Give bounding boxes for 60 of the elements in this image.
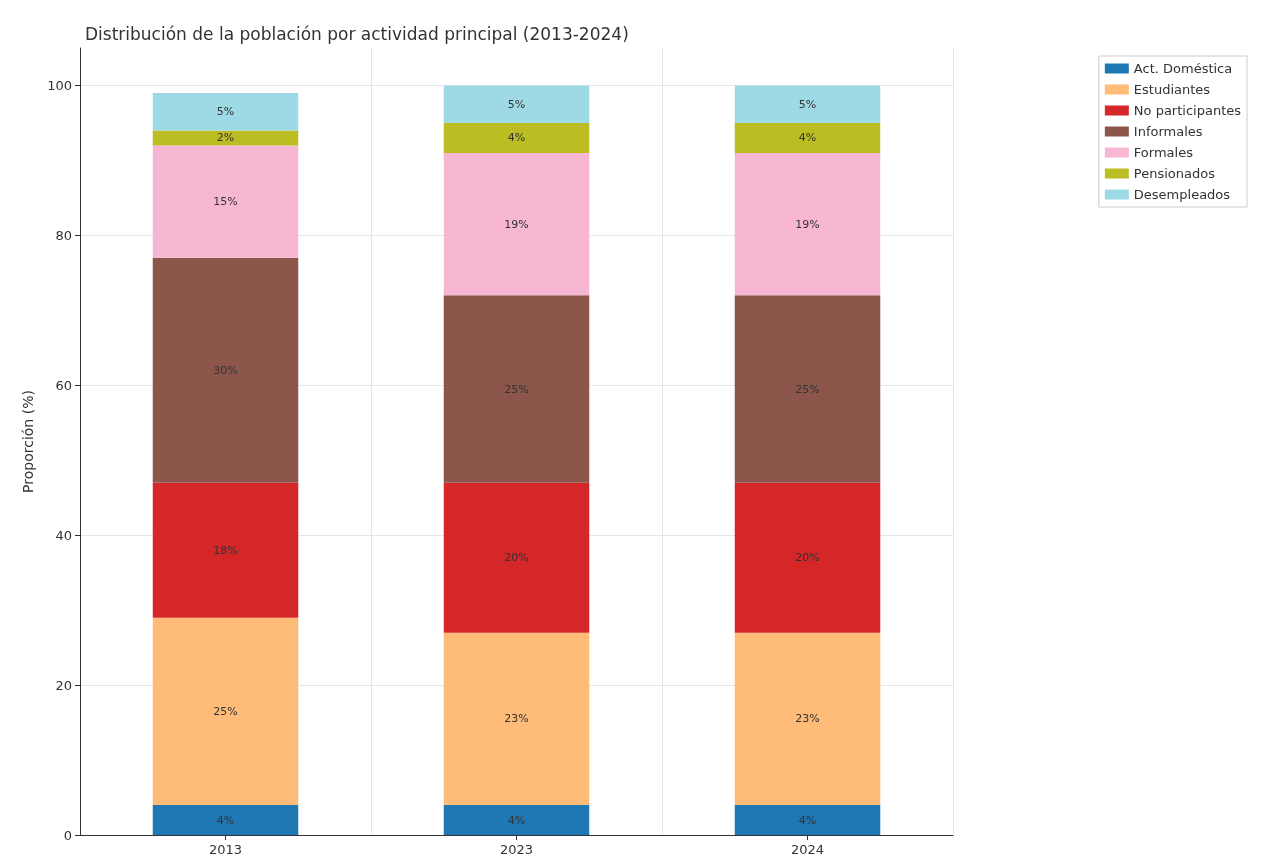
bar <box>443 122 590 153</box>
data-label: 4% <box>507 131 526 145</box>
data-label: 19% <box>795 217 820 231</box>
data-label: 25% <box>213 704 238 718</box>
bar <box>443 805 590 835</box>
data-label: 25% <box>504 382 529 396</box>
x-tick-label: 2023 <box>499 842 534 857</box>
data-label: 30% <box>213 363 238 377</box>
legend-label: Desempleados <box>1133 187 1231 202</box>
bar <box>734 632 881 806</box>
data-label: 4% <box>216 813 235 827</box>
data-label: 4% <box>798 131 817 145</box>
bar <box>152 805 299 835</box>
bar <box>443 632 590 806</box>
y-tick-label: 40 <box>55 527 72 543</box>
legend-label: Estudiantes <box>1133 82 1211 97</box>
bar <box>443 85 590 123</box>
bar <box>734 85 881 123</box>
legend-label: Act. Doméstica <box>1133 61 1233 76</box>
bar <box>152 92 299 131</box>
y-tick-label: 80 <box>55 227 72 243</box>
data-label: 19% <box>504 217 529 231</box>
bar <box>152 130 299 146</box>
y-tick-label: 20 <box>55 677 72 693</box>
data-label: 5% <box>798 97 817 111</box>
data-label: 5% <box>507 97 526 111</box>
bar <box>443 152 590 296</box>
bar <box>734 295 881 483</box>
bar <box>443 482 590 633</box>
legend-label: Pensionados <box>1133 166 1216 181</box>
y-axis-title: Proporción (%) <box>20 390 36 493</box>
bar <box>152 145 299 258</box>
legend-label: Formales <box>1133 145 1194 160</box>
y-tick-label: 0 <box>63 827 72 843</box>
legend-label: Informales <box>1133 124 1203 139</box>
data-label: 2% <box>216 131 235 145</box>
y-tick-label: 60 <box>55 377 72 393</box>
data-label: 4% <box>507 813 526 827</box>
bar <box>734 482 881 633</box>
data-label: 20% <box>504 551 529 565</box>
data-label: 18% <box>213 543 238 557</box>
data-label: 20% <box>795 551 820 565</box>
bar <box>152 617 299 806</box>
data-label: 23% <box>795 712 820 726</box>
chart-title: Distribución de la población por actividad principal (2013-2024) <box>85 23 629 44</box>
data-label: 15% <box>213 195 238 209</box>
bar <box>734 122 881 153</box>
y-tick-label: 100 <box>47 77 72 93</box>
data-label: 23% <box>504 712 529 726</box>
data-label: 25% <box>795 382 820 396</box>
bar <box>734 152 881 296</box>
bar <box>443 295 590 483</box>
data-label: 5% <box>216 105 235 119</box>
bar <box>734 805 881 835</box>
x-tick-label: 2013 <box>208 842 243 857</box>
data-label: 4% <box>798 813 817 827</box>
x-tick-label: 2024 <box>790 842 825 857</box>
legend-label: No participantes <box>1133 103 1242 118</box>
bar <box>152 482 299 618</box>
bar <box>152 257 299 483</box>
